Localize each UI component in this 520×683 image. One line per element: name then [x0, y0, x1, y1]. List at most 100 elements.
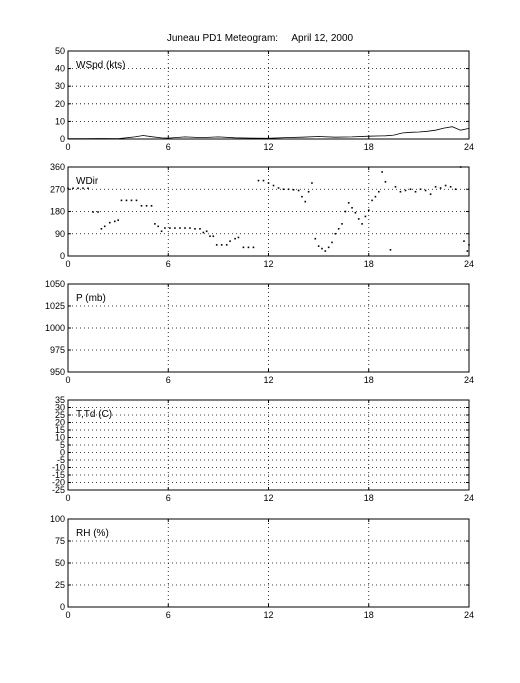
wind-direction-data-point: [150, 205, 153, 207]
wind-direction-data-point: [205, 230, 208, 233]
wind-direction-data-point: [301, 195, 303, 198]
pressure-x-tick-label: 24: [464, 375, 474, 385]
wind-direction-data-point: [229, 240, 231, 242]
wind-speed-y-tick-label: 50: [55, 46, 65, 56]
wind-direction-data-point: [404, 189, 407, 192]
wind-direction-data-point: [321, 247, 323, 250]
wind-direction-data-point: [314, 237, 317, 240]
relative-humidity-panel-label: RH (%): [76, 528, 109, 539]
wind-direction-data-point: [242, 246, 245, 249]
wind-direction-data-point: [247, 246, 250, 249]
wind-direction-data-point: [267, 182, 270, 184]
temperature-dewpoint-x-tick-label: 18: [364, 493, 374, 503]
wind-direction-data-point: [347, 202, 350, 204]
wind-direction-data-point: [262, 179, 265, 182]
temperature-dewpoint-y-tick-label: 0: [60, 448, 65, 458]
pressure-y-tick-label: 1000: [45, 323, 65, 333]
wind-direction-data-point: [307, 190, 310, 193]
wind-direction-data-point: [409, 188, 412, 191]
wind-direction-data-point: [344, 210, 347, 213]
wind-direction-data-point: [311, 182, 313, 184]
wind-direction-data-point: [108, 221, 111, 224]
wind-direction-data-point: [257, 179, 260, 182]
temperature-dewpoint-y-tick-label: -25: [52, 485, 65, 495]
wind-speed-y-tick-label: 40: [55, 64, 65, 74]
wind-direction-data-point: [371, 199, 373, 202]
wind-direction-data-point: [334, 232, 337, 235]
wind-direction-data-point: [439, 187, 442, 189]
wind-direction-data-point: [184, 227, 186, 229]
wind-speed-y-tick-label: 20: [55, 99, 65, 109]
wind-direction-data-point: [157, 225, 160, 228]
relative-humidity-x-tick-label: 18: [364, 610, 374, 620]
wind-direction-data-point: [215, 244, 218, 246]
wind-direction-data-point: [454, 188, 457, 191]
pressure-x-tick-label: 6: [166, 375, 171, 385]
wind-direction-data-point: [202, 231, 205, 234]
wind-direction-data-point: [252, 246, 255, 249]
wind-direction-data-point: [160, 230, 163, 233]
wind-direction-data-point: [327, 246, 330, 249]
pressure-x-tick-label: 0: [65, 375, 70, 385]
pressure-y-tick-label: 1025: [45, 301, 65, 311]
pressure-panel: 0 6 12 18 24 950 975 1000 1025 1050 P (mb): [45, 279, 474, 385]
wind-direction-data-point: [282, 188, 285, 191]
wind-direction-data-point: [381, 171, 383, 173]
wind-speed-x-tick-label: 0: [65, 142, 70, 152]
wind-speed-series-line: [68, 126, 470, 140]
wind-speed-panel-label: WSpd (kts): [76, 60, 125, 71]
wind-speed-panel: 0 6 12 18 24 0 10 20 30 40 50 WSpd (kts): [55, 46, 474, 152]
temperature-dewpoint-y-tick-label: 10: [55, 433, 65, 443]
wind-direction-data-point: [292, 188, 295, 191]
wind-direction-data-point: [92, 211, 94, 213]
wind-direction-data-point: [225, 244, 228, 246]
wind-direction-data-point: [466, 250, 469, 252]
relative-humidity-x-tick-label: 0: [65, 610, 70, 620]
temperature-dewpoint-y-tick-label: -20: [52, 478, 65, 488]
wind-direction-data-point: [209, 235, 211, 238]
temperature-dewpoint-y-tick-label: 15: [55, 425, 65, 435]
wind-direction-data-point: [212, 235, 215, 238]
temperature-dewpoint-y-tick-label: 20: [55, 418, 65, 428]
wind-direction-data-point: [361, 223, 363, 225]
pressure-y-tick-label: 1050: [45, 279, 65, 289]
wind-speed-x-tick-label: 6: [166, 142, 171, 152]
wind-direction-data-point: [424, 189, 427, 192]
wind-direction-data-point: [125, 199, 128, 202]
temperature-dewpoint-y-tick-label: -15: [52, 470, 65, 480]
temperature-dewpoint-y-tick-label: 30: [55, 403, 65, 413]
wind-direction-data-point: [287, 188, 290, 191]
wind-direction-data-point: [135, 199, 138, 202]
wind-direction-data-point: [377, 190, 380, 193]
temperature-dewpoint-x-tick-label: 6: [166, 493, 171, 503]
relative-humidity-x-tick-label: 6: [166, 610, 171, 620]
wind-direction-data-point: [87, 187, 89, 190]
wind-direction-data-point: [324, 250, 327, 252]
wind-direction-data-point: [374, 195, 377, 198]
wind-direction-data-point: [389, 249, 392, 251]
wind-speed-y-tick-label: 0: [60, 134, 65, 144]
wind-direction-data-point: [120, 199, 123, 202]
wind-direction-x-tick-label: 18: [364, 259, 374, 269]
wind-direction-data-point: [234, 237, 236, 240]
wind-direction-data-point: [354, 211, 357, 214]
wind-direction-data-point: [444, 184, 447, 187]
pressure-y-tick-label: 950: [50, 367, 65, 377]
pressure-x-tick-label: 12: [263, 375, 273, 385]
wind-speed-y-tick-label: 30: [55, 81, 65, 91]
wind-direction-data-point: [463, 240, 465, 242]
figure-title: Juneau PD1 Meteogram: April 12, 2000: [166, 33, 354, 44]
relative-humidity-x-tick-label: 24: [464, 610, 474, 620]
wind-direction-data-point: [367, 209, 370, 212]
wind-direction-data-point: [220, 244, 223, 246]
wind-direction-y-tick-label: 270: [50, 184, 65, 194]
temperature-dewpoint-x-tick-label: 12: [263, 493, 273, 503]
wind-direction-data-point: [140, 205, 143, 207]
wind-speed-x-tick-label: 18: [364, 142, 374, 152]
wind-direction-data-point: [331, 241, 333, 244]
wind-direction-data-point: [174, 227, 176, 229]
wind-direction-x-tick-label: 6: [166, 259, 171, 269]
wind-direction-x-tick-label: 12: [263, 259, 273, 269]
